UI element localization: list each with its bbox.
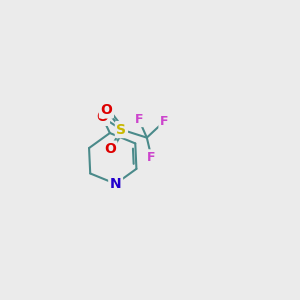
Text: O: O — [104, 142, 116, 156]
Text: O: O — [97, 110, 108, 124]
Text: F: F — [134, 113, 143, 126]
Text: F: F — [160, 115, 168, 128]
Text: S: S — [116, 123, 126, 136]
Text: O: O — [100, 103, 112, 117]
Text: N: N — [110, 177, 122, 191]
Text: F: F — [147, 151, 156, 164]
